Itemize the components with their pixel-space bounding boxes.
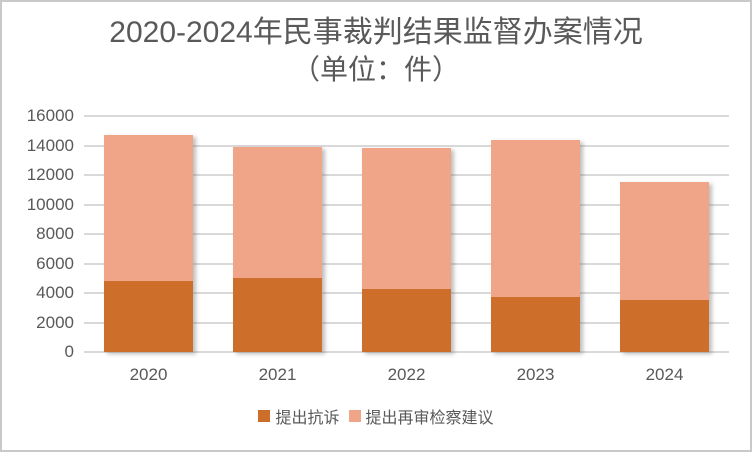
bar-segment-series1 bbox=[491, 297, 580, 352]
chart-title-line1: 2020-2024年民事裁判结果监督办案情况 bbox=[109, 16, 643, 49]
bar-segment-series2 bbox=[491, 140, 580, 298]
chart-title: 2020-2024年民事裁判结果监督办案情况 （单位：件） bbox=[0, 14, 752, 87]
gridline bbox=[84, 351, 729, 353]
bar-segment-series1 bbox=[620, 299, 709, 352]
bar-segment-series1 bbox=[104, 281, 193, 352]
gridline bbox=[84, 115, 729, 117]
bar-segment-series1 bbox=[362, 288, 451, 352]
bar-segment-series2 bbox=[233, 146, 322, 279]
y-axis-tick-label: 4000 bbox=[36, 283, 74, 302]
bar-segment-series2 bbox=[362, 147, 451, 289]
bar-segment-series1 bbox=[233, 278, 322, 352]
x-axis-label: 2022 bbox=[387, 365, 426, 384]
y-axis-tick-label: 16000 bbox=[26, 106, 74, 125]
y-axis-tick-label: 12000 bbox=[26, 165, 74, 184]
y-axis-tick-label: 8000 bbox=[36, 224, 74, 243]
legend-label: 提出再审检察建议 bbox=[365, 410, 494, 427]
x-axis-label: 2020 bbox=[129, 365, 168, 384]
bar-segment-series2 bbox=[620, 181, 709, 300]
legend-swatch-series1 bbox=[258, 410, 271, 422]
x-axis-label: 2024 bbox=[645, 365, 684, 384]
legend: 提出抗诉 提出再审检察建议 bbox=[0, 404, 752, 428]
x-axis-label: 2023 bbox=[516, 365, 555, 384]
gridline bbox=[84, 144, 729, 147]
bar-stack-2023 bbox=[491, 140, 580, 352]
y-axis-tick-label: 0 bbox=[64, 342, 74, 361]
legend-swatch-series2 bbox=[348, 410, 361, 422]
bar-segment-series2 bbox=[104, 135, 193, 282]
bar-stack-2021 bbox=[233, 146, 322, 352]
bar-stack-2022 bbox=[362, 147, 451, 352]
y-axis-tick-label: 6000 bbox=[36, 253, 74, 273]
chart-title-line2: （单位：件） bbox=[291, 53, 460, 85]
legend-item: 提出再审检察建议 bbox=[348, 404, 494, 428]
x-axis-label: 2021 bbox=[258, 365, 297, 384]
y-axis-tick-label: 10000 bbox=[26, 194, 74, 214]
bar-stack-2020 bbox=[104, 135, 193, 352]
legend-item: 提出抗诉 bbox=[258, 404, 340, 428]
y-axis-tick-label: 2000 bbox=[36, 312, 74, 332]
legend-label: 提出抗诉 bbox=[275, 410, 340, 427]
bar-stack-2024 bbox=[620, 181, 709, 352]
y-axis-tick-label: 14000 bbox=[26, 135, 74, 155]
